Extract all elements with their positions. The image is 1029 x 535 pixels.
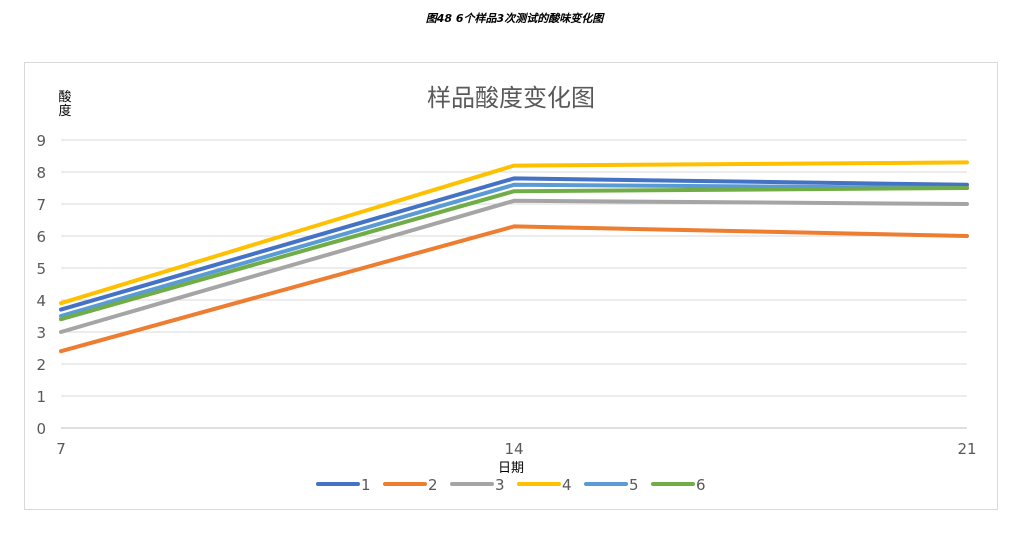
legend-label-5: 5	[629, 476, 639, 494]
series-line-3	[59, 198, 969, 334]
y-axis-ticks: 0 1 2 3 4 5 6 7 8 9	[36, 132, 46, 438]
y-tick-label: 7	[36, 196, 46, 214]
y-axis-label: 酸度	[58, 90, 71, 119]
legend: 1 2 3 4 5 6	[316, 476, 706, 494]
chart-title: 样品酸度变化图	[427, 84, 595, 112]
y-tick-label: 3	[36, 324, 46, 342]
y-tick-label: 5	[36, 260, 46, 278]
y-tick-label: 2	[36, 356, 46, 374]
y-tick-label: 8	[36, 164, 46, 182]
y-tick-label: 4	[36, 292, 46, 310]
legend-label-6: 6	[696, 476, 706, 494]
chart-frame	[24, 62, 998, 510]
series-line-2	[59, 224, 969, 354]
series-line-5	[59, 182, 969, 318]
x-tick-label: 14	[504, 440, 523, 458]
x-tick-label: 7	[56, 440, 66, 458]
series-line-4	[59, 160, 969, 306]
legend-label-2: 2	[428, 476, 438, 494]
x-axis-ticks: 7 14 21	[56, 440, 976, 458]
x-tick-label: 21	[957, 440, 976, 458]
figure-caption: 图48 6个样品3次测试的酸味变化图	[425, 12, 604, 25]
series-lines	[59, 160, 969, 354]
legend-label-1: 1	[361, 476, 371, 494]
y-axis-label-char: 酸	[58, 90, 71, 105]
y-tick-label: 9	[36, 132, 46, 150]
series-line-1	[59, 176, 969, 312]
legend-label-3: 3	[495, 476, 505, 494]
y-axis-label-char: 度	[58, 103, 71, 119]
series-line-6	[59, 186, 969, 322]
y-tick-label: 1	[36, 388, 46, 406]
legend-label-4: 4	[562, 476, 572, 494]
x-axis-label: 日期	[498, 461, 524, 476]
y-tick-label: 0	[36, 420, 46, 438]
y-tick-label: 6	[36, 228, 46, 246]
